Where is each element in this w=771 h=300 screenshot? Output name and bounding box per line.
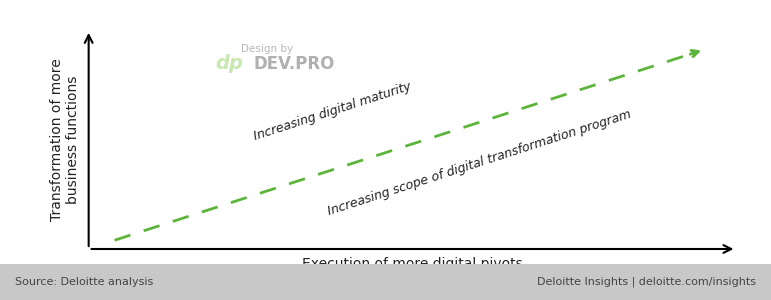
- Text: Source: Deloitte analysis: Source: Deloitte analysis: [15, 277, 153, 287]
- Text: Design by: Design by: [241, 44, 293, 54]
- Text: Increasing scope of digital transformation program: Increasing scope of digital transformati…: [326, 108, 633, 218]
- Y-axis label: Transformation of more
business functions: Transformation of more business function…: [50, 58, 80, 221]
- Text: DEV.PRO: DEV.PRO: [254, 55, 335, 73]
- X-axis label: Execution of more digital pivots: Execution of more digital pivots: [302, 257, 523, 271]
- Text: dp: dp: [215, 54, 243, 74]
- Text: Deloitte Insights | deloitte.com/insights: Deloitte Insights | deloitte.com/insight…: [537, 277, 756, 287]
- Text: Increasing digital maturity: Increasing digital maturity: [252, 80, 413, 143]
